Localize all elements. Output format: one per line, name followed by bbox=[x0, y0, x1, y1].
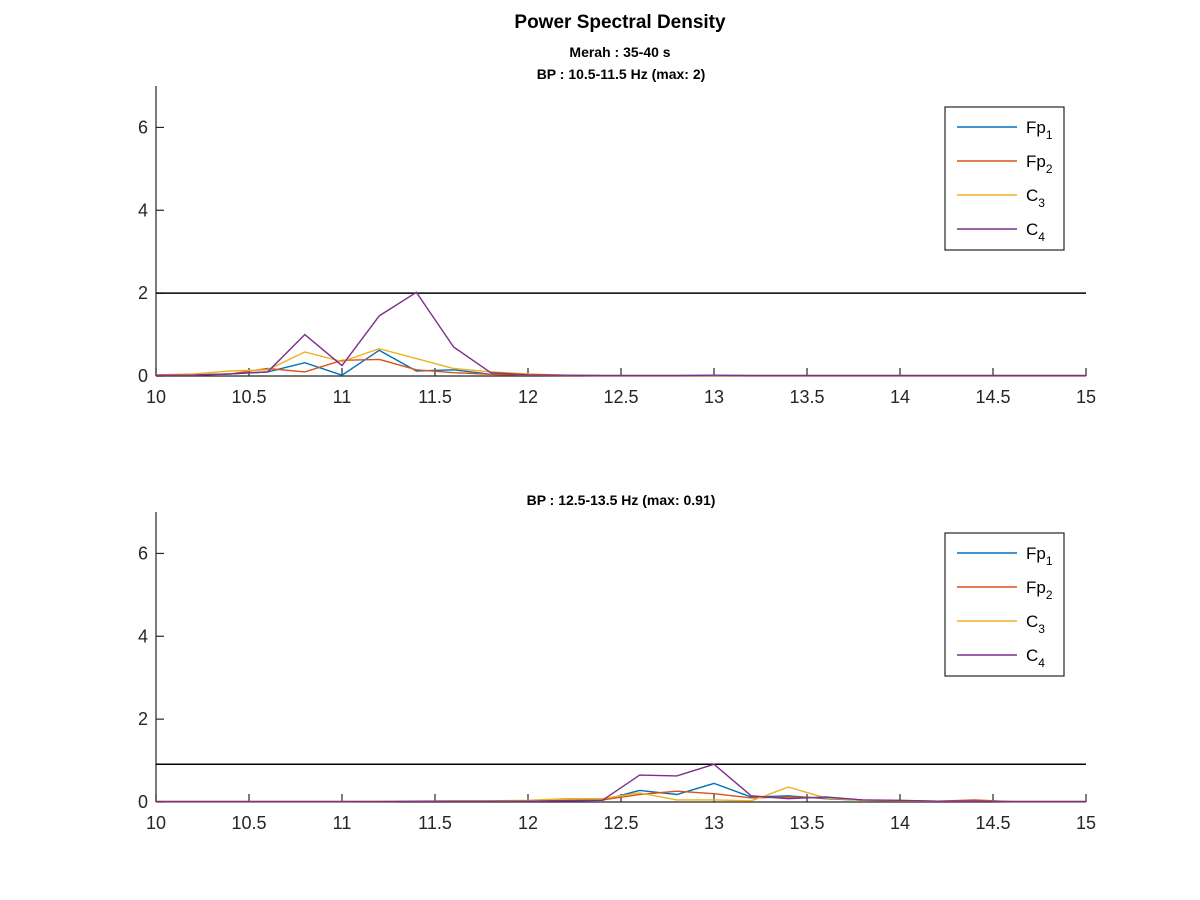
x-tick-label: 14.5 bbox=[975, 387, 1010, 407]
x-tick-label: 15 bbox=[1076, 813, 1096, 833]
x-tick-label: 12 bbox=[518, 813, 538, 833]
x-tick-label: 13 bbox=[704, 813, 724, 833]
x-tick-label: 14 bbox=[890, 813, 910, 833]
x-tick-label: 10.5 bbox=[231, 813, 266, 833]
chart-panel-top: BP : 10.5-11.5 Hz (max: 2) 10 10.5 11 11.5 12… bbox=[138, 66, 1096, 407]
series-line-c4 bbox=[156, 763, 1086, 803]
y-tick-label: 4 bbox=[138, 200, 148, 220]
figure-subtitle: Merah : 35-40 s bbox=[569, 44, 670, 60]
x-tick-label: 14 bbox=[890, 387, 910, 407]
x-tick-label: 11 bbox=[333, 813, 352, 833]
x-tick-label: 10 bbox=[146, 387, 166, 407]
x-tick-label: 13 bbox=[704, 387, 724, 407]
x-tick-label: 12.5 bbox=[603, 387, 638, 407]
x-tick-label: 11.5 bbox=[418, 387, 452, 407]
y-tick-label: 2 bbox=[138, 283, 148, 303]
panel-title: BP : 12.5-13.5 Hz (max: 0.91) bbox=[527, 492, 716, 508]
legend-box bbox=[944, 106, 1065, 251]
x-tick-label: 15 bbox=[1076, 387, 1096, 407]
x-tick-label: 10.5 bbox=[231, 387, 266, 407]
x-tick-label: 13.5 bbox=[789, 813, 824, 833]
figure-title: Power Spectral Density bbox=[514, 12, 726, 33]
y-tick-label: 6 bbox=[138, 117, 148, 137]
x-tick-label: 12 bbox=[518, 387, 538, 407]
y-tick-label: 0 bbox=[138, 792, 148, 812]
panel-title: BP : 10.5-11.5 Hz (max: 2) bbox=[537, 66, 706, 82]
x-tick-label: 13.5 bbox=[789, 387, 824, 407]
x-tick-label: 11 bbox=[333, 387, 352, 407]
chart-panel-bottom: BP : 12.5-13.5 Hz (max: 0.91) 10 10.5 11 11.… bbox=[138, 492, 1096, 833]
y-tick-label: 2 bbox=[138, 709, 148, 729]
y-tick-label: 4 bbox=[138, 626, 148, 646]
x-tick-label: 10 bbox=[146, 813, 166, 833]
x-tick-label: 11.5 bbox=[418, 813, 452, 833]
y-tick-label: 0 bbox=[138, 366, 148, 386]
x-tick-label: 12.5 bbox=[603, 813, 638, 833]
series-line-c4 bbox=[156, 291, 1086, 377]
x-tick-label: 14.5 bbox=[975, 813, 1010, 833]
y-tick-label: 6 bbox=[138, 543, 148, 563]
legend-box bbox=[944, 532, 1065, 677]
